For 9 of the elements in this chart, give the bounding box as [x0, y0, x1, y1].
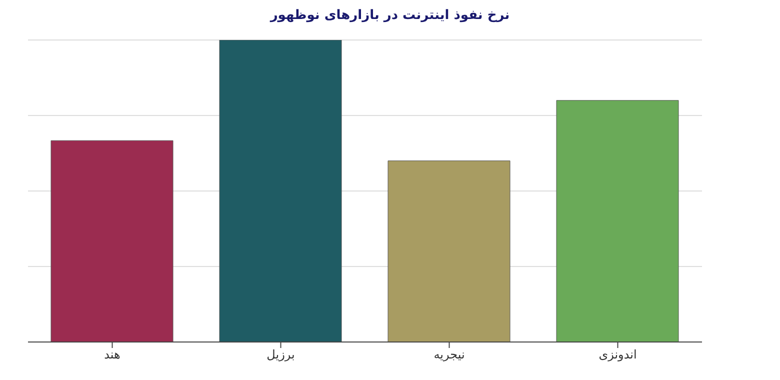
- chart-title: نرخ نفوذ اینترنت در بازارهای نوظهور: [268, 8, 511, 25]
- bar: [388, 160, 510, 342]
- x-tick-label: نیجریه: [434, 348, 465, 362]
- bar: [556, 100, 679, 342]
- x-tick-label: برزیل: [266, 348, 295, 362]
- bar: [219, 40, 342, 342]
- x-tick-label: اندونزی: [598, 348, 637, 362]
- bar: [50, 140, 174, 342]
- x-tick-label: هند: [104, 348, 120, 362]
